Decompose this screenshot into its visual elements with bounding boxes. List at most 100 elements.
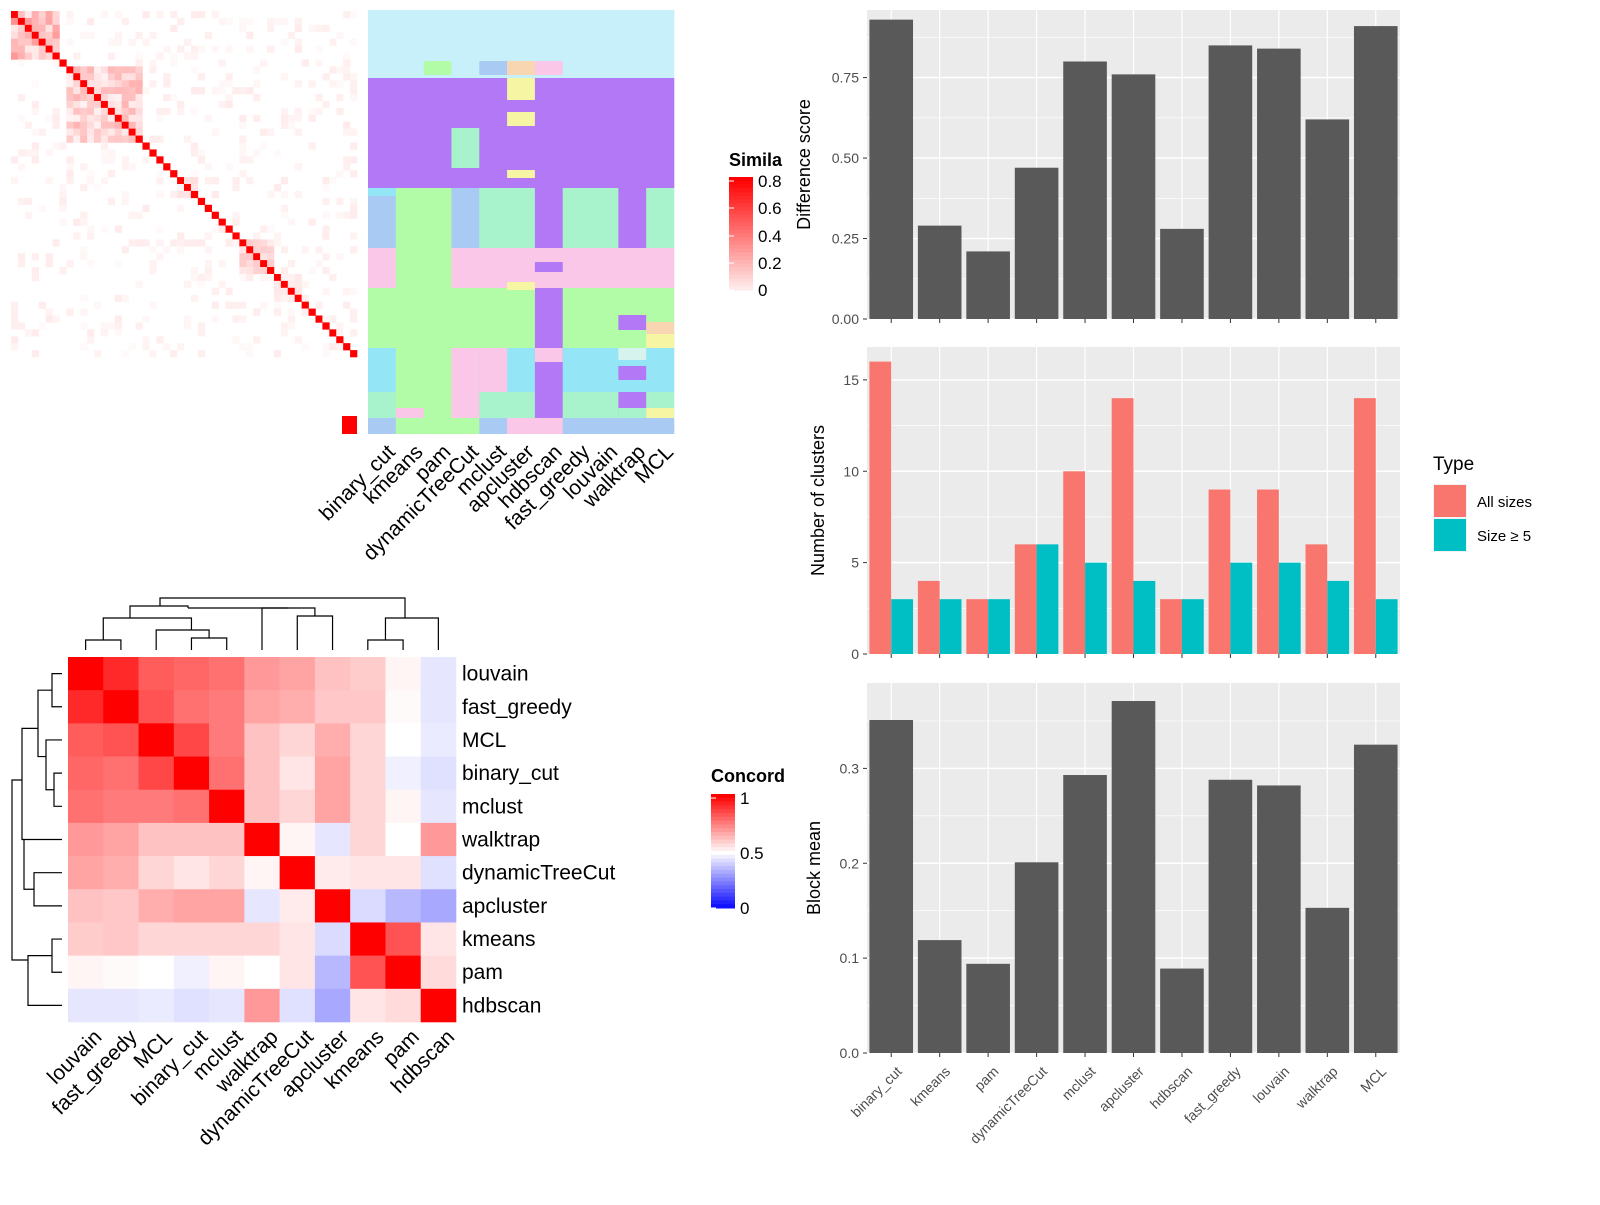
sim-cell (31, 329, 39, 337)
class-cell (479, 61, 508, 75)
concordance-cell (209, 988, 245, 1023)
sim-cell (121, 246, 129, 254)
sim-cell (190, 11, 199, 19)
sim-cell (177, 190, 185, 199)
class-cell (507, 61, 535, 75)
class-cell (590, 348, 619, 392)
sim-cell (301, 301, 309, 309)
sim-cell (66, 308, 74, 316)
concordance-cell (279, 889, 316, 923)
sim-cell (184, 322, 192, 330)
concordance-cell (244, 690, 280, 724)
sim-cell (80, 121, 88, 129)
class-cell (479, 348, 508, 392)
sim-cell (280, 322, 289, 330)
bar-all-sizes (1111, 398, 1134, 654)
sim-cell (128, 73, 136, 81)
sim-cell (31, 128, 39, 136)
sim-cell (301, 246, 309, 254)
sim-cell (343, 287, 351, 296)
sim-cell (94, 128, 102, 136)
sim-cell (350, 73, 358, 81)
sim-cell (94, 66, 102, 74)
sim-cell (170, 170, 178, 178)
sim-cell (52, 59, 60, 67)
sim-cell (170, 350, 178, 358)
class-cell (423, 248, 452, 288)
sim-cell (336, 197, 344, 206)
sim-cell (24, 52, 33, 60)
sim-cell (17, 260, 26, 268)
sim-cell (59, 184, 67, 192)
sim-cell (128, 114, 136, 123)
sim-cell (135, 59, 143, 67)
class-cell (395, 288, 424, 348)
sim-cell (294, 273, 302, 282)
sim-cell (135, 94, 143, 102)
sim-cell (128, 38, 136, 46)
concordance-cell (103, 856, 139, 890)
dendrogram-branch (155, 629, 210, 650)
similarity-legend: Simila 0.8 0.6 0.4 0.2 0 (729, 150, 783, 300)
sim-cell (17, 17, 26, 26)
concordance-legend-swatch (711, 828, 735, 833)
sim-cell (232, 218, 240, 226)
sim-cell (343, 59, 351, 67)
sim-cell (225, 73, 233, 81)
sim-cell (114, 114, 123, 123)
class-cell (479, 288, 508, 348)
sim-cell (45, 31, 53, 39)
sim-cell (31, 142, 39, 150)
sim-cell (11, 38, 19, 46)
sim-cell (80, 211, 88, 219)
concordance-cell (314, 690, 351, 724)
concordance-legend-tick-label: 0 (740, 899, 749, 918)
bar (869, 19, 914, 319)
sim-cell (128, 343, 136, 351)
bar-all-sizes (1257, 489, 1279, 654)
sim-cell (267, 45, 275, 53)
bar-size-ge-5 (988, 599, 1010, 654)
x-tick-label: apcluster (1095, 1063, 1147, 1115)
sim-cell (24, 17, 33, 26)
class-cell (646, 348, 675, 392)
sim-cell (287, 315, 296, 323)
bar-size-ge-5 (1327, 580, 1350, 654)
y-tick-label: 0.75 (832, 70, 859, 86)
concordance-cell (420, 889, 457, 923)
sim-cell (31, 24, 39, 33)
concordance-cell (173, 822, 210, 857)
concordance-legend: Concord 1 0.5 0 (711, 766, 785, 918)
sim-cell (107, 73, 116, 81)
class-cell (646, 418, 675, 434)
sim-cell (197, 156, 206, 164)
sim-cell (128, 87, 136, 95)
concordance-cell (279, 723, 316, 757)
sim-cell (170, 52, 178, 60)
sim-cell (80, 308, 88, 316)
sim-cell (350, 246, 358, 254)
sim-cell (128, 163, 136, 171)
concordance-cell (385, 988, 422, 1023)
sim-cell (17, 24, 26, 33)
sim-cell (170, 94, 178, 102)
sim-cell (45, 38, 53, 46)
sim-cell (100, 322, 109, 330)
sim-cell (17, 45, 26, 53)
sim-cell (100, 87, 109, 95)
sim-cell (246, 253, 254, 261)
sim-cell (170, 11, 178, 19)
similarity-legend-swatch (729, 252, 753, 257)
sim-cell (294, 287, 302, 296)
sim-cell (156, 225, 164, 233)
similarity-legend-swatch (729, 188, 753, 193)
sim-cell (87, 87, 95, 95)
class-cell (562, 10, 591, 78)
sim-cell (280, 17, 289, 26)
similarity-legend-swatch (729, 222, 753, 227)
sim-cell (350, 232, 358, 240)
sim-cell (184, 52, 192, 60)
sim-cell (38, 31, 46, 39)
sim-cell (142, 87, 150, 95)
concordance-legend-swatch (711, 843, 735, 848)
